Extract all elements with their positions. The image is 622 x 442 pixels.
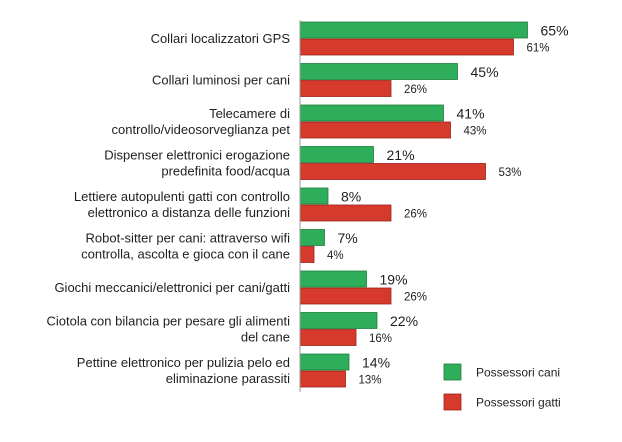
bar-possessori-cani — [299, 229, 325, 246]
data-label: 41% — [457, 106, 485, 122]
bar-possessori-gatti — [299, 38, 514, 56]
data-label: 21% — [387, 147, 415, 163]
category-label: Pettine elettronico per pulizia pelo ed — [77, 355, 290, 370]
category-label: Telecamere di — [209, 106, 290, 121]
category-label: controlla, ascolta e gioca con il cane — [81, 247, 290, 262]
legend-label: Possessori gatti — [476, 396, 561, 410]
data-label: 14% — [362, 355, 390, 371]
data-label: 43% — [464, 126, 487, 138]
data-label: 26% — [404, 292, 427, 304]
data-label: 19% — [380, 272, 408, 288]
bar-group: Dispenser elettronici erogazionepredefin… — [104, 146, 522, 180]
category-label: Collari luminosi per cani — [152, 73, 290, 88]
category-label: del cane — [241, 330, 290, 345]
bar-possessori-cani — [299, 270, 367, 288]
category-label: controllo/videosorveglianza pet — [112, 122, 291, 137]
bar-group: Ciotola con bilancia per pesare gli alim… — [46, 312, 418, 346]
bar-possessori-gatti — [299, 329, 357, 346]
bar-possessori-gatti — [299, 204, 392, 222]
bar-possessori-cani — [299, 187, 329, 205]
legend: Possessori cani Possessori gatti — [443, 363, 561, 411]
legend-item: Possessori gatti — [443, 393, 561, 411]
data-label: 13% — [359, 375, 382, 387]
data-label: 26% — [404, 209, 427, 221]
category-label: Lettiere autopulenti gatti con controllo — [74, 189, 290, 204]
category-label: Ciotola con bilancia per pesare gli alim… — [46, 314, 290, 329]
data-label: 7% — [338, 230, 358, 246]
chart-rows: Collari localizzatori GPS 65%61%Collari l… — [46, 21, 569, 388]
bar-possessori-gatti — [299, 80, 392, 97]
legend-swatch — [443, 393, 462, 411]
data-label: 65% — [541, 23, 569, 39]
bar-possessori-gatti — [299, 121, 451, 139]
bar-group: Giochi meccanici/elettronici per cani/ga… — [54, 270, 427, 305]
bar-possessori-gatti — [299, 163, 486, 180]
bar-possessori-cani — [299, 146, 374, 163]
category-label: elettronico a distanza delle funzioni — [88, 205, 290, 220]
data-label: 22% — [390, 313, 418, 329]
bar-possessori-gatti — [299, 370, 346, 388]
data-label: 45% — [471, 64, 499, 80]
data-label: 26% — [404, 84, 427, 96]
category-label: Dispenser elettronici erogazione — [104, 148, 290, 163]
data-label: 4% — [327, 250, 344, 262]
category-label: Giochi meccanici/elettronici per cani/ga… — [54, 280, 290, 295]
bar-group: Lettiere autopulenti gatti con controllo… — [74, 187, 427, 222]
bar-possessori-cani — [299, 21, 528, 39]
legend-swatch — [443, 363, 462, 381]
data-label: 8% — [341, 189, 361, 205]
category-label: Collari localizzatori GPS — [151, 31, 291, 46]
data-label: 16% — [369, 333, 392, 345]
bar-possessori-gatti — [299, 287, 392, 305]
category-label: predefinita food/acqua — [161, 164, 290, 179]
data-label: 61% — [527, 43, 550, 55]
category-label: eliminazione parassiti — [166, 371, 290, 386]
bar-group: Robot-sitter per cani: attraverso wifico… — [81, 229, 358, 263]
bar-group: Telecamere dicontrollo/videosorveglianza… — [112, 104, 487, 139]
bar-group: Pettine elettronico per pulizia pelo ede… — [77, 353, 390, 388]
bar-possessori-gatti — [299, 246, 315, 263]
bar-group: Collari localizzatori GPS 65% 61% — [151, 21, 569, 56]
category-label: Robot-sitter per cani: attraverso wifi — [86, 231, 291, 246]
bar-possessori-cani — [299, 353, 350, 371]
bar-possessori-cani — [299, 312, 378, 329]
legend-item: Possessori cani — [443, 363, 560, 381]
bar-group: Collari luminosi per cani 45% 26% — [152, 63, 499, 97]
legend-label: Possessori cani — [476, 366, 560, 380]
bar-possessori-cani — [299, 104, 444, 122]
data-label: 53% — [499, 167, 522, 179]
bar-possessori-cani — [299, 63, 458, 80]
